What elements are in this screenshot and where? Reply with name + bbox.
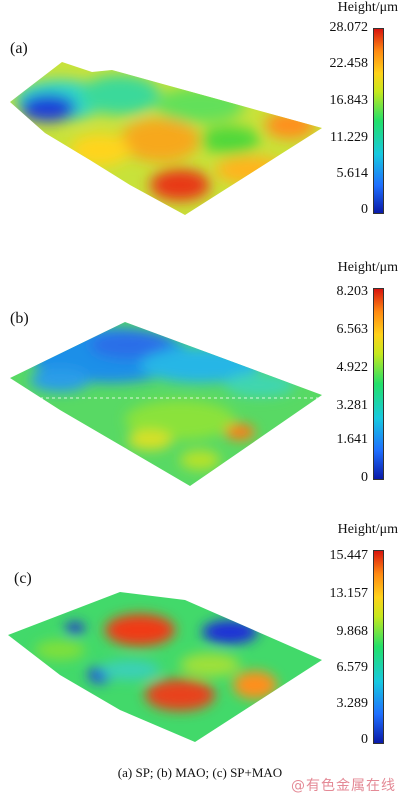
panel-b: (b) Height/μm 8.203 6.563 4.922 3.281 [0,260,400,510]
colorbar-tick: 1.641 [336,432,369,447]
colorbar [373,288,384,480]
colorbar-tick: 5.614 [336,166,369,181]
colorbar-tick: 0 [361,470,368,485]
colorbar-tick: 3.281 [336,398,369,413]
colorbar-tick: 16.843 [329,93,369,108]
colorbar-tick: 4.922 [336,360,369,375]
colorbar-tick: 15.447 [329,548,369,563]
surface-plot-mao [10,322,322,486]
panel-a: (a) Height/μm 28.072 22.458 16.843 1 [0,0,400,260]
surface-plot-sp [10,62,322,215]
colorbar-tick: 0 [361,202,368,217]
colorbar-tick: 11.229 [330,130,368,145]
colorbar-title: Height/μm [337,260,398,275]
panel-label: (a) [10,40,28,57]
panel-label: (b) [10,310,29,327]
colorbar-title: Height/μm [337,522,398,537]
panel-label: (c) [14,570,32,587]
colorbar-tick: 6.579 [336,660,369,675]
colorbar-tick: 6.563 [336,322,369,337]
colorbar-tick: 3.289 [336,696,369,711]
colorbar-tick: 9.868 [336,624,369,639]
colorbar-tick: 22.458 [329,56,369,71]
surface-plot-sp-mao [8,592,322,742]
colorbar-tick: 28.072 [329,20,369,35]
colorbar-title: Height/μm [337,0,398,15]
figure-caption: (a) SP; (b) MAO; (c) SP+MAO [117,765,283,780]
colorbar [373,28,384,214]
colorbar [373,550,384,744]
colorbar-tick: 0 [361,732,368,747]
colorbar-tick: 8.203 [336,284,369,299]
colorbar-tick: 13.157 [329,586,369,601]
watermark: @有色金属在线 [291,778,396,794]
panel-c: (c) Height/μm 15.447 13.157 9.868 6.579 … [0,520,400,760]
